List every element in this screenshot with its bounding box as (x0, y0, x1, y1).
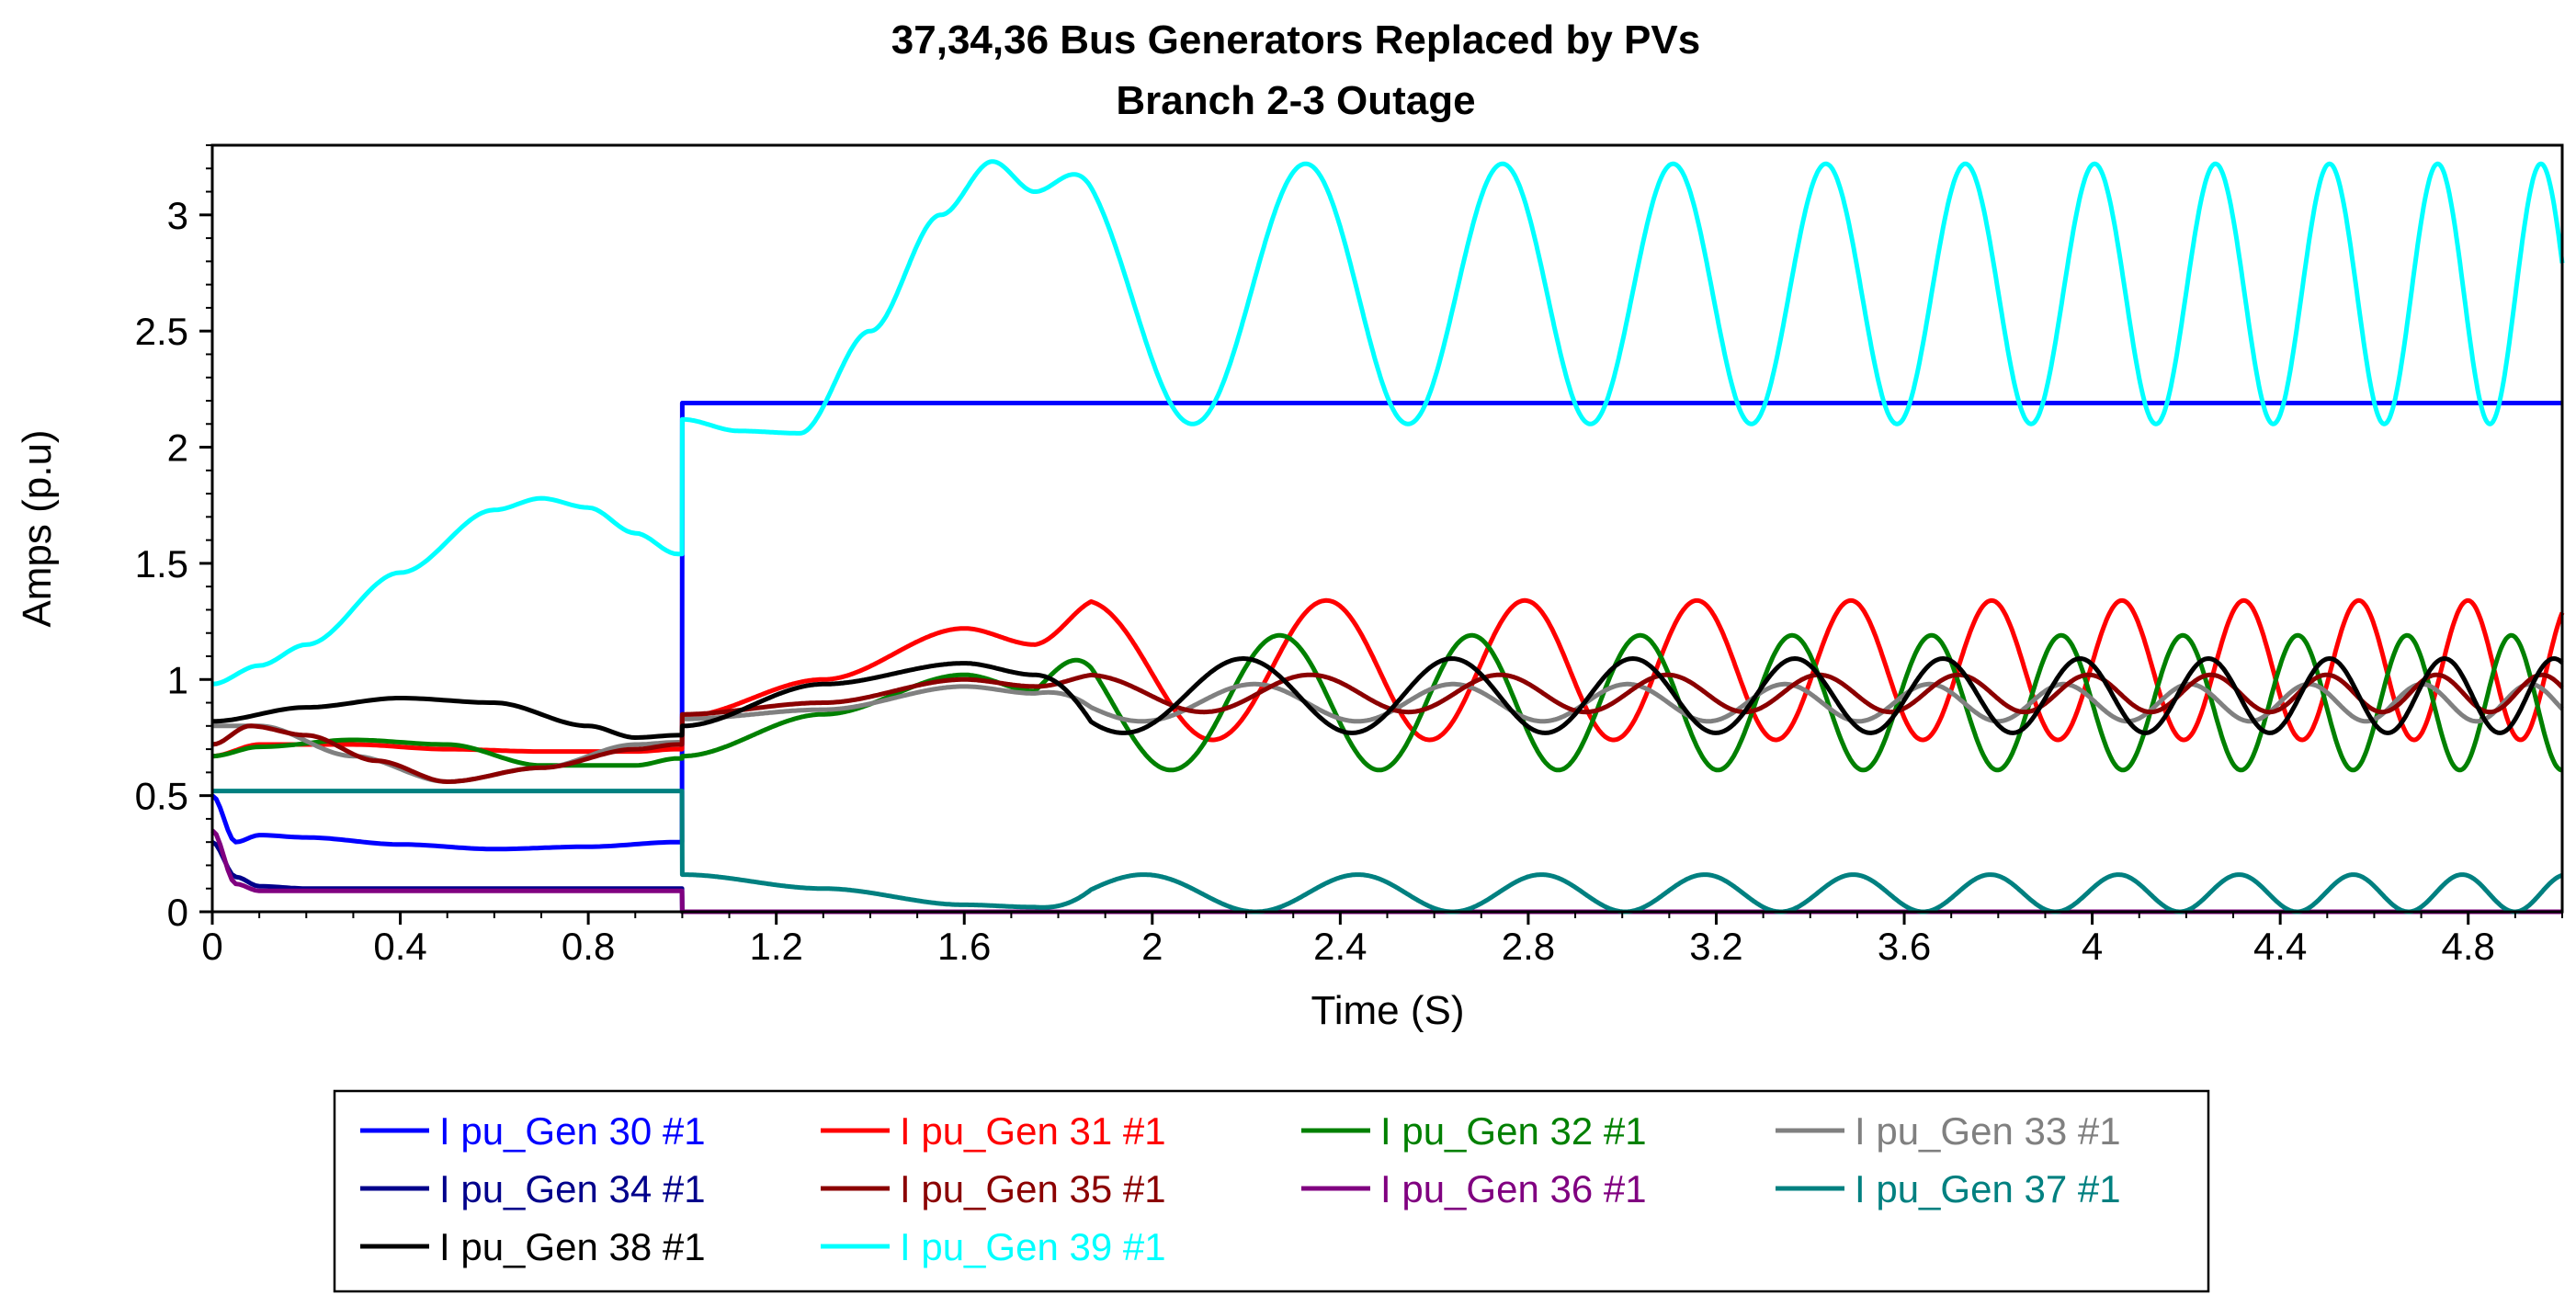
legend: I pu_Gen 30 #1 I pu_Gen 31 #1 I pu_Gen 32 … (360, 1109, 2121, 1268)
y-axis-label: Amps (p.u) (15, 429, 60, 627)
series-line-i-pu-gen-38-1 (211, 656, 2564, 740)
x-axis-label: Time (S) (1311, 988, 1464, 1033)
plot-frame (210, 143, 2564, 914)
y-tick-label: 0.5 (135, 775, 188, 818)
plot-series-group (210, 159, 2565, 915)
x-tick-label: 1.2 (749, 925, 802, 968)
y-axis-ticks: 0 0.5 1 1.5 2 2.5 3 (135, 144, 212, 934)
y-tick-label: 3 (167, 194, 188, 237)
legend-label: I pu_Gen 36 #1 (1380, 1167, 1647, 1210)
y-tick-label: 2 (167, 426, 188, 470)
y-tick-label: 0 (167, 891, 188, 934)
x-tick-label: 0 (201, 925, 222, 968)
legend-label: I pu_Gen 34 #1 (439, 1167, 706, 1210)
x-tick-label: 4.8 (2442, 925, 2495, 968)
legend-label: I pu_Gen 37 #1 (1855, 1167, 2121, 1210)
x-tick-label: 4.4 (2253, 925, 2307, 968)
legend-label: I pu_Gen 32 #1 (1380, 1109, 1647, 1153)
x-tick-label: 3.6 (1878, 925, 1931, 968)
legend-label: I pu_Gen 38 #1 (439, 1225, 706, 1268)
legend-label: I pu_Gen 35 #1 (900, 1167, 1166, 1210)
x-tick-label: 3.2 (1689, 925, 1742, 968)
legend-label: I pu_Gen 31 #1 (900, 1109, 1166, 1153)
x-tick-label: 2.4 (1313, 925, 1367, 968)
series-line-i-pu-gen-34-1 (210, 840, 2564, 915)
x-tick-label: 4 (2082, 925, 2103, 968)
x-tick-label: 2.8 (1502, 925, 1555, 968)
x-axis-ticks: 0 0.4 0.8 1.2 1.6 2 2.4 2.8 3.2 3.6 4 4.4 4.8 (201, 912, 2563, 968)
y-tick-label: 2.5 (135, 310, 188, 353)
chart-subtitle: Branch 2-3 Outage (1116, 78, 1475, 123)
x-tick-label: 0.8 (562, 925, 615, 968)
legend-label: I pu_Gen 33 #1 (1855, 1109, 2121, 1153)
x-tick-label: 2 (1141, 925, 1163, 968)
y-tick-label: 1 (167, 658, 188, 701)
x-tick-label: 1.6 (937, 925, 991, 968)
chart-title: 37,34,36 Bus Generators Replaced by PVs (891, 17, 1700, 63)
series-line-i-pu-gen-39-1 (211, 159, 2565, 687)
legend-label: I pu_Gen 39 #1 (900, 1225, 1166, 1268)
legend-box (333, 1089, 2210, 1293)
x-tick-label: 0.4 (373, 925, 426, 968)
series-line-i-pu-gen-30-1 (210, 401, 2564, 852)
series-line-i-pu-gen-35-1 (211, 672, 2564, 784)
y-tick-label: 1.5 (135, 542, 188, 585)
series-line-i-pu-gen-31-1 (211, 597, 2565, 759)
series-line-i-pu-gen-33-1 (212, 681, 2564, 784)
series-line-i-pu-gen-36-1 (210, 828, 2564, 915)
legend-label: I pu_Gen 30 #1 (439, 1109, 706, 1153)
series-line-i-pu-gen-37-1 (212, 789, 2564, 915)
